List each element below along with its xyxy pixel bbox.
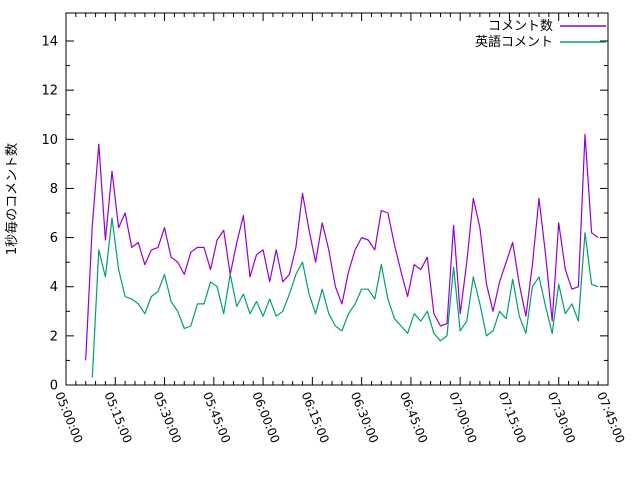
y-tick-label: 14 — [41, 35, 58, 50]
plot-border — [65, 12, 609, 386]
legend-label: 英語コメント — [475, 34, 553, 50]
y-tick-label: 12 — [41, 84, 58, 99]
axis-ticks — [65, 13, 609, 386]
y-tick-label: 8 — [50, 182, 58, 197]
legend-label: コメント数 — [488, 19, 553, 34]
y-tick-label: 4 — [50, 280, 58, 295]
y-tick-label: 2 — [50, 329, 58, 344]
y-tick-label: 6 — [50, 231, 58, 246]
series-line-comment-count — [85, 133, 599, 361]
y-tick-label: 10 — [41, 133, 58, 148]
series-line-english-comments — [91, 217, 599, 378]
y-tick-label: 0 — [50, 379, 58, 394]
y-axis-title: 1秒毎のコメント数 — [4, 143, 20, 255]
